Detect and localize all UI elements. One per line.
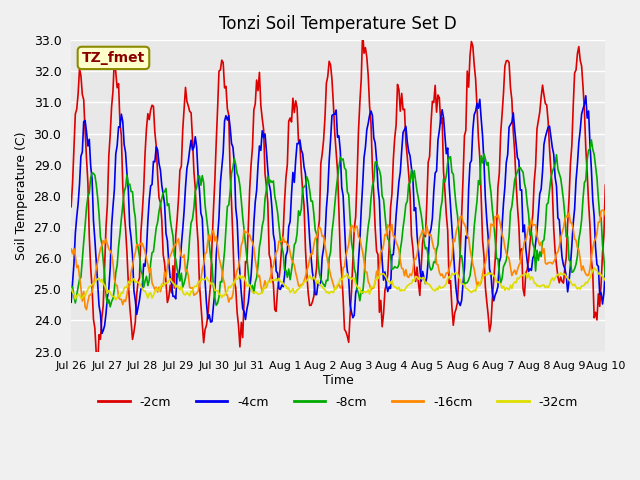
-16cm [529,223,536,228]
-8cm [588,137,595,143]
-32cm [344,271,351,277]
-2cm [531,179,538,185]
-8cm [600,256,608,262]
-8cm [106,304,114,310]
Line: -32cm: -32cm [71,268,605,300]
-8cm [344,189,351,195]
-8cm [602,273,609,278]
Legend: -2cm, -4cm, -8cm, -16cm, -32cm: -2cm, -4cm, -8cm, -16cm, -32cm [93,391,583,414]
Text: TZ_fmet: TZ_fmet [82,51,145,65]
Line: -2cm: -2cm [71,31,605,364]
-32cm [529,275,536,281]
Line: -8cm: -8cm [71,140,605,307]
-2cm [94,361,102,367]
-4cm [602,266,609,272]
-16cm [344,247,351,253]
-8cm [449,171,457,177]
-4cm [86,136,93,142]
-32cm [449,272,457,278]
X-axis label: Time: Time [323,374,354,387]
-8cm [67,288,75,294]
-4cm [529,255,536,261]
-4cm [104,294,111,300]
-32cm [86,284,93,289]
-32cm [112,297,120,303]
-4cm [67,300,75,305]
-4cm [582,93,589,99]
-32cm [67,286,75,291]
Title: Tonzi Soil Temperature Set D: Tonzi Soil Temperature Set D [220,15,457,33]
-2cm [86,233,93,239]
Line: -16cm: -16cm [71,210,605,310]
-8cm [529,241,536,247]
-2cm [359,28,367,34]
-16cm [449,236,457,242]
-16cm [83,307,90,312]
-2cm [602,182,609,188]
-8cm [86,190,93,196]
Y-axis label: Soil Temperature (C): Soil Temperature (C) [15,132,28,260]
-16cm [598,207,606,213]
-2cm [451,310,458,316]
-16cm [600,208,608,214]
-32cm [600,275,608,281]
-2cm [67,204,75,210]
-2cm [600,232,608,238]
-4cm [449,247,457,252]
-2cm [344,333,351,339]
Line: -4cm: -4cm [71,96,605,334]
-4cm [98,331,106,336]
-16cm [602,213,609,218]
-16cm [87,292,95,298]
-16cm [67,246,75,252]
-32cm [590,265,598,271]
-16cm [104,241,111,247]
-2cm [104,201,111,207]
-32cm [602,278,609,284]
-4cm [344,268,351,274]
-4cm [600,290,608,296]
-32cm [102,286,110,291]
-8cm [102,292,110,298]
